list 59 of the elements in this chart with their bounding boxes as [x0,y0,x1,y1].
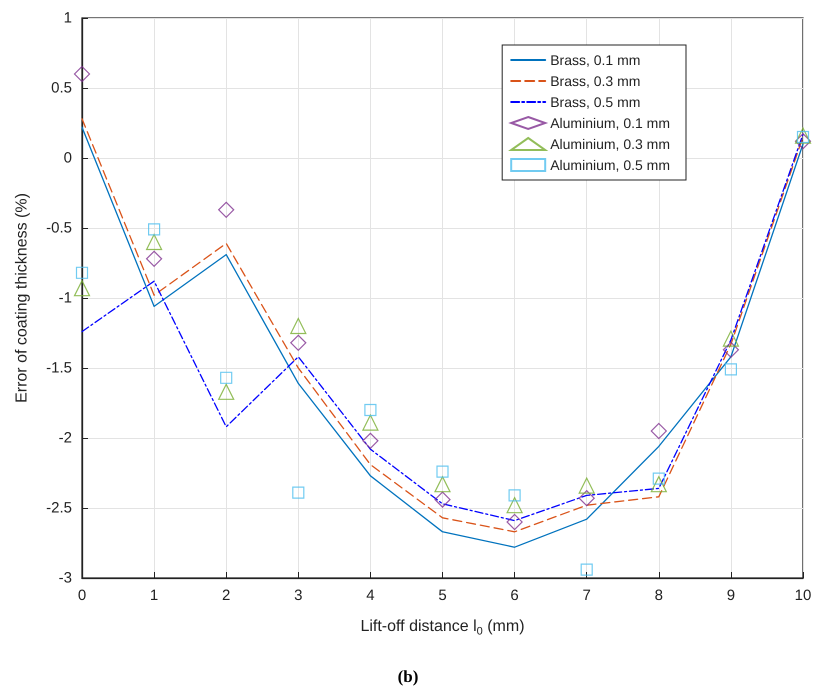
point [148,223,160,236]
x-tick-label: 1 [150,587,158,604]
x-tick-label: 3 [294,587,302,604]
point [578,478,595,494]
point [794,128,812,144]
point [146,250,162,267]
y-tick-label: -0.5 [46,220,72,236]
x-tick-label: 0 [78,587,86,604]
point [580,564,593,576]
point [578,490,595,506]
point [292,486,304,499]
y-tick-label: -3 [58,570,72,586]
point [434,492,451,508]
point [794,133,812,150]
point [722,342,739,358]
point [436,466,449,478]
point [508,489,521,502]
x-tick-label: 10 [794,587,812,604]
point [74,280,90,296]
x-tick-label: 7 [582,587,591,604]
point [146,234,162,250]
legend-label: Brass, 0.3 mm [550,73,640,89]
point [506,497,523,514]
y-tick-label: 0.5 [51,80,72,96]
x-tick-label: 4 [366,587,375,604]
point [362,414,378,431]
y-tick-label: 0 [64,150,72,166]
point [650,422,667,440]
point [434,476,451,492]
point [74,66,90,82]
point [76,266,88,279]
point [724,363,737,376]
point [364,404,376,416]
point [362,432,378,449]
point [506,514,523,530]
point [650,476,667,492]
point [290,334,306,351]
x-tick-label: 5 [438,587,447,604]
text: (b) [398,667,418,686]
legend-label: Aluminium, 0.3 mm [550,136,670,152]
point [218,202,234,218]
x-tick-label: 9 [726,587,736,604]
y-axis-title: Error of coating thickness (%) [14,193,30,403]
y-tick-label: -1 [58,290,72,306]
point [290,318,306,334]
legend-label: Aluminium, 0.1 mm [550,115,670,131]
y-tick-label: 1 [64,10,72,26]
point [722,330,739,347]
y-tick-label: -1.5 [46,360,72,376]
legend-label: Brass, 0.5 mm [550,94,640,110]
point [218,384,234,400]
legend-label: Brass, 0.1 mm [550,52,640,68]
legend-label: Aluminium, 0.5 mm [550,157,670,173]
y-tick-label: -2.5 [46,500,72,516]
y-tick-label: -2 [58,430,72,446]
x-tick-label: 2 [222,587,230,604]
x-tick-label: 8 [654,587,663,604]
point [220,372,232,384]
x-tick-label: 6 [510,587,519,604]
